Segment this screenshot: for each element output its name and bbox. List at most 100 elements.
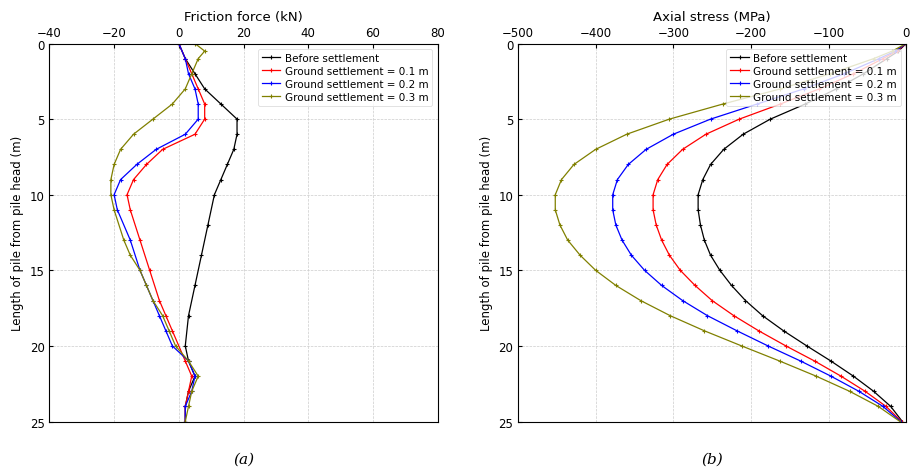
Ground settlement = 0.1 m [173,41,184,47]
Ground settlement = 0.2 m [878,404,889,409]
Ground settlement = 0.2 m [677,298,688,304]
Ground settlement = 0.2 m [151,147,162,153]
Ground settlement = 0.1 m [647,192,659,198]
Before settlement [697,178,708,183]
Ground settlement = 0.3 m [167,102,178,108]
Before settlement [715,268,726,274]
Ground settlement = 0.3 m [575,253,586,258]
Before settlement [869,388,880,394]
Ground settlement = 0.1 m [190,132,201,138]
Ground settlement = 0.3 m [115,147,126,153]
Ground settlement = 0.3 m [664,117,675,123]
Ground settlement = 0.3 m [199,49,210,55]
Before settlement [831,87,842,92]
Ground settlement = 0.1 m [835,374,846,379]
Ground settlement = 0.1 m [647,208,659,213]
Ground settlement = 0.1 m [664,253,675,258]
Before settlement [764,117,775,123]
Ground settlement = 0.2 m [890,49,901,55]
Ground settlement = 0.3 m [590,268,601,274]
Y-axis label: Length of pile from pile head (m): Length of pile from pile head (m) [480,136,493,330]
Ground settlement = 0.1 m [706,298,717,304]
Ground settlement = 0.2 m [115,178,126,183]
Ground settlement = 0.1 m [656,238,667,243]
Ground settlement = 0.1 m [167,328,178,334]
Ground settlement = 0.3 m [568,162,579,168]
Ground settlement = 0.1 m [775,102,786,108]
Ground settlement = 0.2 m [607,192,618,198]
Ground settlement = 0.3 m [621,132,632,138]
Ground settlement = 0.1 m [880,404,892,409]
Ground settlement = 0.3 m [147,298,158,304]
Ground settlement = 0.3 m [105,192,116,198]
Before settlement [705,162,716,168]
Ground settlement = 0.3 m [901,41,912,47]
Ground settlement = 0.3 m [128,132,139,138]
Ground settlement = 0.2 m [180,132,191,138]
Before settlement [190,283,201,288]
Ground settlement = 0.3 m [869,57,880,62]
Before settlement [897,419,908,425]
Ground settlement = 0.2 m [131,162,142,168]
Ground settlement = 0.1 m [650,223,661,228]
Ground settlement = 0.1 m [661,162,672,168]
Before settlement [231,132,242,138]
Ground settlement = 0.2 m [656,283,667,288]
Ground settlement = 0.2 m [854,388,865,394]
Ground settlement = 0.1 m [199,102,210,108]
Before settlement [209,192,220,198]
Before settlement [718,147,729,153]
Before settlement [190,72,201,78]
Ground settlement = 0.1 m [128,178,139,183]
Ground settlement = 0.3 m [824,72,835,78]
Ground settlement = 0.3 m [887,49,898,55]
Ground settlement = 0.1 m [734,117,745,123]
Before settlement [180,404,191,409]
Ground settlement = 0.2 m [623,162,634,168]
Before settlement [695,223,706,228]
Ground settlement = 0.2 m [611,223,622,228]
Ground settlement = 0.1 m [154,298,165,304]
Ground settlement = 0.3 m [105,178,116,183]
Before settlement [699,238,710,243]
Ground settlement = 0.1 m [652,178,663,183]
Ground settlement = 0.2 m [180,419,191,425]
Before settlement [738,132,749,138]
Ground settlement = 0.3 m [190,41,201,47]
Y-axis label: Length of pile from pile head (m): Length of pile from pile head (m) [11,136,24,330]
Ground settlement = 0.2 m [147,298,158,304]
Ground settlement = 0.3 m [556,178,567,183]
Ground settlement = 0.1 m [896,419,907,425]
Before settlement [885,404,896,409]
Line: Ground settlement = 0.2 m: Ground settlement = 0.2 m [111,42,201,424]
Before settlement [693,192,704,198]
Ground settlement = 0.3 m [186,388,197,394]
Ground settlement = 0.3 m [124,253,135,258]
Ground settlement = 0.1 m [180,57,191,62]
Ground settlement = 0.2 m [705,117,716,123]
Ground settlement = 0.2 m [731,328,742,334]
Ground settlement = 0.3 m [192,57,204,62]
Ground settlement = 0.3 m [775,358,786,364]
Before settlement [881,57,892,62]
Ground settlement = 0.1 m [677,147,688,153]
Before settlement [216,102,227,108]
Before settlement [726,283,737,288]
Before settlement [801,343,812,349]
Ground settlement = 0.2 m [639,268,650,274]
Ground settlement = 0.1 m [186,72,197,78]
Ground settlement = 0.3 m [810,374,822,379]
Ground settlement = 0.3 m [180,419,191,425]
Before settlement [740,298,751,304]
Ground settlement = 0.2 m [190,374,201,379]
Line: Ground settlement = 0.1 m: Ground settlement = 0.1 m [650,42,909,424]
Legend: Before settlement, Ground settlement = 0.1 m, Ground settlement = 0.2 m, Ground : Before settlement, Ground settlement = 0… [258,50,432,107]
Before settlement [180,57,191,62]
Ground settlement = 0.1 m [145,268,156,274]
Before settlement [893,49,904,55]
Ground settlement = 0.1 m [809,358,820,364]
Ground settlement = 0.3 m [141,283,152,288]
Ground settlement = 0.3 m [183,358,194,364]
Ground settlement = 0.2 m [160,328,171,334]
Before settlement [901,41,912,47]
